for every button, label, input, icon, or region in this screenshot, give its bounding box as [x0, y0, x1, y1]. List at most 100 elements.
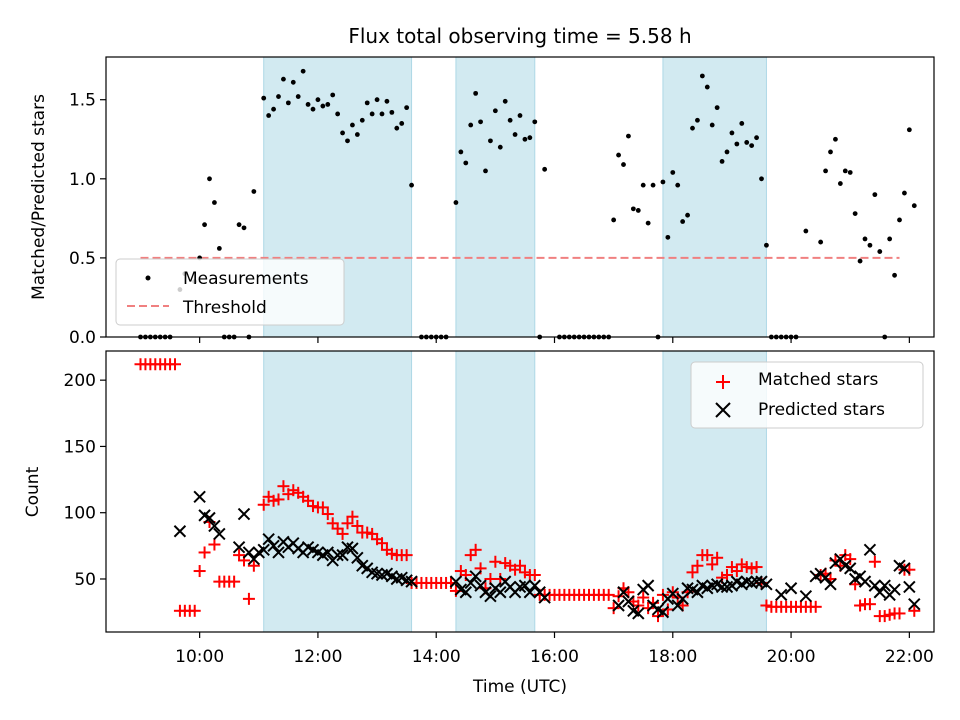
- predicted-star-point: [193, 490, 206, 504]
- measurement-point: [902, 190, 907, 196]
- x-tick-label: 20:00: [767, 647, 816, 667]
- predicted-star-point: [760, 578, 773, 591]
- measurement-point: [847, 170, 853, 175]
- measurement-point: [488, 138, 493, 144]
- measurement-point: [527, 135, 533, 141]
- matched-star-point: [272, 493, 285, 506]
- predicted-legend-marker: [715, 402, 731, 418]
- predicted-star-point: [336, 548, 349, 562]
- x-tick-label: 12:00: [293, 647, 342, 667]
- measurement-point: [842, 168, 848, 174]
- measurement-point: [719, 159, 725, 164]
- measurement-point: [374, 97, 380, 103]
- matched-star-point: [341, 517, 354, 530]
- measurement-point: [345, 138, 350, 144]
- measurement-point: [281, 76, 286, 82]
- predicted-star-point: [844, 562, 857, 575]
- bottom-legend: Matched stars Predicted stars: [690, 361, 924, 429]
- measurement-point: [626, 133, 631, 139]
- measurement-point: [734, 141, 740, 147]
- matched-star-point: [691, 559, 704, 572]
- matched-star-point: [489, 555, 502, 568]
- measurement-point: [271, 106, 276, 112]
- predicted-star-point: [656, 605, 670, 619]
- predicted-star-point: [523, 586, 537, 599]
- measurement-point: [212, 200, 217, 205]
- y-tick-label: 100: [64, 504, 96, 524]
- measurement-point: [685, 212, 690, 218]
- matched-star-point: [868, 555, 881, 568]
- measurement-point: [650, 182, 656, 188]
- matched-star-point: [351, 519, 364, 532]
- measurement-point: [532, 119, 538, 125]
- measurement-point: [453, 200, 459, 205]
- measurement-point: [749, 143, 755, 148]
- matched-star-point: [514, 559, 526, 572]
- x-tick-label: 10:00: [175, 647, 224, 667]
- measurement-point: [507, 117, 513, 123]
- predicted-star-point: [622, 595, 635, 608]
- x-tick-label: 14:00: [412, 647, 461, 667]
- matched-star-point: [277, 480, 290, 493]
- y-tick-label: 1.0: [69, 170, 96, 190]
- matched-star-point: [247, 559, 260, 572]
- measurement-point: [709, 122, 715, 128]
- measurement-point: [906, 127, 912, 133]
- measurement-point: [207, 176, 212, 182]
- measurement-point: [665, 234, 671, 240]
- matched-star-point: [208, 538, 221, 551]
- matched-star-point: [908, 604, 921, 617]
- measurement-point: [724, 149, 730, 155]
- matched-star-point: [336, 527, 349, 540]
- measurement-point: [862, 236, 868, 242]
- measurement-point: [611, 217, 617, 223]
- matched-star-point: [809, 600, 822, 613]
- measurement-point: [468, 122, 474, 128]
- measurement-point: [818, 239, 824, 245]
- matched-star-point: [602, 588, 615, 601]
- measurement-point: [340, 130, 345, 136]
- predicted-star-point: [405, 575, 418, 588]
- predicted-star-point: [676, 592, 689, 606]
- shaded-interval: [455, 56, 536, 338]
- predicted-star-point: [617, 586, 630, 599]
- predicted-star-point: [873, 586, 886, 599]
- predicted-star-point: [494, 586, 507, 599]
- measurement-point: [729, 130, 735, 136]
- predicted-star-point: [257, 543, 270, 557]
- measurement-point: [315, 97, 321, 103]
- predicted-star-point: [671, 599, 684, 612]
- measurement-point: [369, 111, 375, 117]
- top-y-ticks: 0.0 0.5 1.0 1.5: [69, 91, 106, 348]
- predicted-star-point: [262, 533, 275, 546]
- measurement-point: [823, 168, 828, 174]
- measurement-point: [857, 258, 863, 264]
- y-tick-label: 0.0: [69, 328, 96, 348]
- predicted-star-point: [750, 575, 763, 588]
- measurement-point: [512, 132, 518, 137]
- measurement-point: [542, 166, 548, 172]
- predicted-star-point: [903, 580, 916, 594]
- measurement-point: [517, 113, 523, 118]
- predicted-star-point: [203, 511, 216, 525]
- x-axis-label: Time (UTC): [472, 677, 567, 697]
- measurement-point: [621, 162, 626, 167]
- predicted-star-point: [666, 587, 679, 600]
- matched-star-point: [400, 549, 413, 562]
- predicted-stars-points: [173, 490, 921, 620]
- measurement-point: [305, 102, 311, 107]
- measurement-point: [759, 176, 764, 182]
- measurement-point: [675, 182, 681, 188]
- y-tick-label: 50: [74, 570, 96, 590]
- matched-star-point: [607, 602, 620, 615]
- measurement-point: [630, 206, 636, 212]
- measurement-point: [483, 168, 488, 174]
- measurement-point: [458, 149, 464, 155]
- measurement-point: [295, 94, 301, 99]
- measurement-point: [754, 135, 759, 141]
- measurement-point: [852, 211, 858, 217]
- bottom-panel: 50 100 150 200 10:00 12:00 14:00 16:00 18:00 20:…: [23, 350, 935, 697]
- measurement-point: [867, 242, 873, 248]
- predicted-star-point: [898, 562, 911, 575]
- predicted-star-point: [237, 507, 251, 521]
